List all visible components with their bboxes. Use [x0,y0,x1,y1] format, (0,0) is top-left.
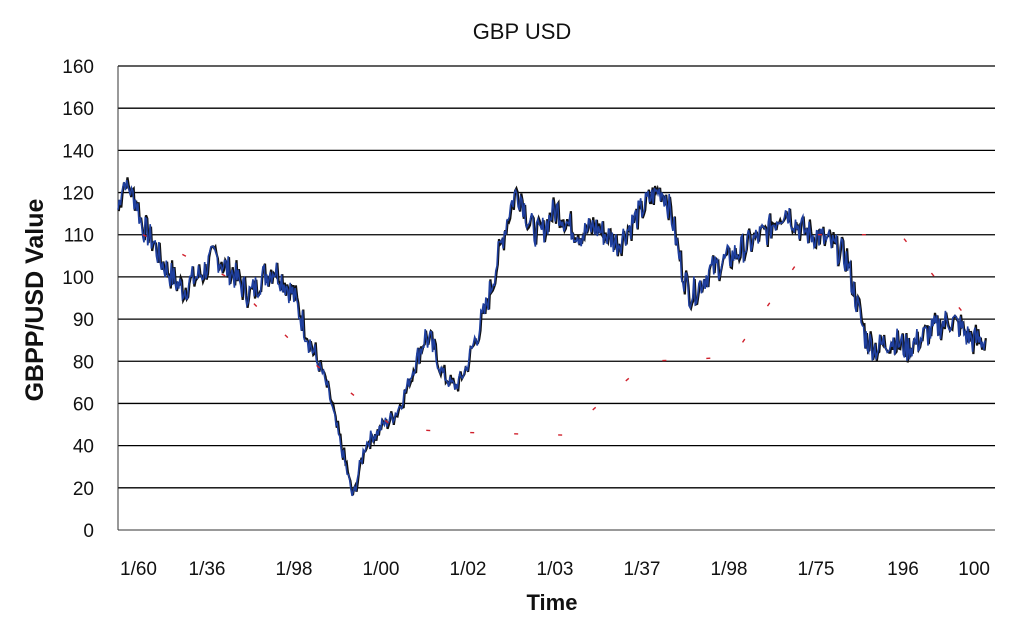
y-tick-label: 20 [73,479,94,500]
x-tick-label: 1/36 [189,559,226,580]
y-tick-labels: 0 20 40 60 80 90 100 110 120 140 160 160 [62,57,94,542]
y-tick-label: 120 [62,184,94,205]
x-tick-label: 196 [887,559,919,580]
y-tick-label: 60 [73,394,94,415]
x-tick-labels: 1/60 1/36 1/98 1/00 1/02 1/03 1/37 1/98 1/75 196 1… [120,559,990,580]
y-tick-label: 160 [62,57,94,78]
y-tick-label: 100 [62,268,94,289]
y-tick-label: 40 [73,437,94,458]
x-tick-label: 1/98 [276,559,313,580]
series-line-black [117,177,987,496]
y-tick-label: 140 [62,141,94,162]
y-tick-label: 160 [62,99,94,120]
y-axis-label: GBPP/USD Value [21,198,49,401]
y-tick-label: 110 [64,226,94,247]
chart-title: GBP USD [473,19,572,44]
series-line-1 [117,179,986,497]
series-lines [117,177,987,497]
x-tick-label: 1/37 [624,559,661,580]
x-tick-label: 100 [958,559,990,580]
y-tick-label: 90 [73,310,94,331]
x-tick-label: 1/98 [711,559,748,580]
x-tick-label: 1/03 [537,559,574,580]
x-tick-label: 1/00 [363,559,400,580]
x-tick-label: 1/60 [120,559,157,580]
x-tick-label: 1/02 [450,559,487,580]
y-tick-label: 0 [83,521,94,542]
x-axis-label: Time [527,590,578,615]
x-tick-label: 1/75 [798,559,835,580]
y-tick-label: 80 [73,352,94,373]
series-line-2 [142,233,986,436]
